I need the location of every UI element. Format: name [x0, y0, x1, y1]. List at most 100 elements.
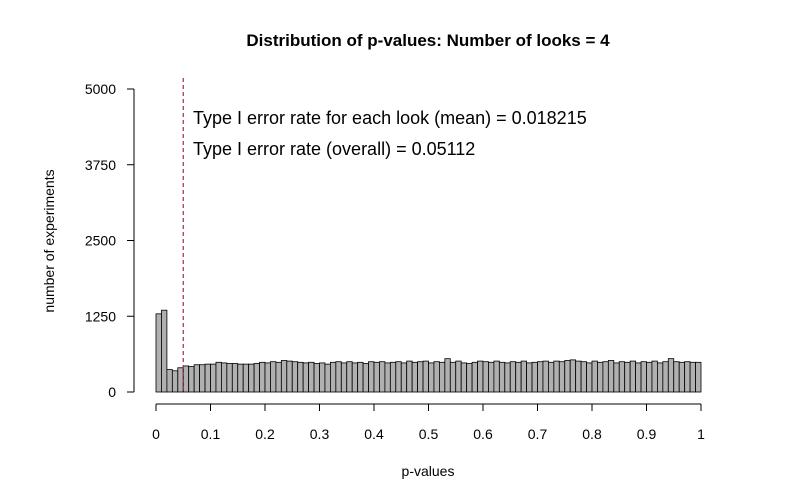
histogram-bar — [537, 361, 544, 393]
histogram-bar — [548, 361, 555, 393]
histogram-bar — [678, 361, 686, 393]
x-tick-label: 0.3 — [310, 426, 330, 442]
histogram-bar — [607, 360, 615, 393]
histogram-bar — [346, 361, 353, 393]
x-tick-label: 0.8 — [582, 426, 602, 442]
histogram-bar — [199, 364, 206, 393]
histogram-bar — [657, 362, 664, 393]
y-tick-label: 5000 — [85, 81, 116, 97]
histogram-bar — [526, 362, 533, 393]
histogram-bar — [558, 361, 566, 393]
x-tick-label: 1 — [697, 426, 705, 442]
histogram-bar — [651, 360, 658, 393]
histogram-bar — [248, 363, 255, 393]
histogram-bar — [308, 361, 315, 393]
histogram-bar — [177, 367, 184, 393]
histogram-bar — [220, 362, 228, 393]
y-tick-label: 1250 — [85, 308, 116, 324]
histogram-bar — [417, 361, 424, 393]
histogram-bar — [624, 361, 631, 393]
x-tick-label: 0.7 — [528, 426, 548, 442]
histogram-bar — [400, 362, 408, 393]
histogram-bar — [580, 361, 587, 393]
histogram-bar — [586, 362, 593, 393]
histogram-bar — [231, 363, 239, 393]
x-tick-label: 0.4 — [364, 426, 384, 442]
histogram-bar — [618, 361, 626, 393]
y-axis-label: number of experiments — [41, 169, 57, 312]
x-tick-label: 0.9 — [637, 426, 657, 442]
histogram-bar — [368, 361, 375, 393]
x-tick-label: 0.1 — [201, 426, 221, 442]
histogram-bar — [433, 361, 440, 393]
histogram-bar — [324, 363, 331, 393]
histogram-bar — [444, 358, 451, 393]
histogram-bar — [406, 360, 413, 393]
histogram-bar — [564, 360, 571, 393]
x-axis-label: p-values — [402, 463, 455, 479]
histogram-bar — [275, 361, 282, 393]
histogram-bar — [488, 361, 495, 393]
histogram-bar — [253, 363, 260, 393]
histogram-bar — [466, 363, 473, 393]
histogram-bar — [591, 360, 598, 393]
x-tick-label: 0.2 — [255, 426, 275, 442]
histogram-bar — [193, 364, 200, 393]
histogram-bar — [204, 363, 211, 393]
histogram-bar — [602, 361, 609, 393]
histogram-bar — [509, 361, 517, 393]
histogram-bar — [689, 361, 696, 393]
histogram-bar — [384, 362, 391, 393]
histogram-bar — [695, 361, 702, 393]
histogram-bar — [613, 362, 620, 393]
histogram-bar — [161, 309, 168, 393]
histogram-bar — [280, 360, 288, 393]
histogram-bar — [155, 313, 162, 393]
histogram-bar — [449, 361, 457, 393]
histogram-bar — [553, 360, 560, 393]
histogram-bar — [646, 361, 653, 393]
histogram-bar — [351, 362, 359, 393]
histogram-bar — [259, 361, 266, 393]
histogram-bar — [569, 359, 577, 393]
histogram-bar — [389, 361, 397, 393]
histogram-bar — [438, 361, 446, 393]
histogram-bar — [515, 361, 522, 393]
histogram-bar — [542, 360, 549, 393]
histogram-bar — [575, 360, 582, 393]
histogram-bar — [411, 361, 418, 393]
histogram-bar — [373, 361, 380, 393]
histogram-bar — [302, 362, 309, 393]
histogram-bar — [329, 361, 337, 393]
histogram-bar — [422, 360, 429, 393]
histogram-bar — [482, 361, 489, 393]
histogram-bar — [210, 363, 217, 393]
histogram-bar — [319, 362, 326, 393]
histogram-bar — [597, 361, 604, 393]
y-tick-label: 0 — [108, 384, 116, 400]
y-axis-ticks: 0 1250 2500 3750 5000 — [85, 81, 134, 400]
histogram-bars — [155, 309, 702, 393]
x-tick-label: 0 — [152, 426, 160, 442]
histogram-bar — [237, 363, 244, 393]
histogram-bar — [635, 362, 642, 393]
histogram-bar — [291, 361, 299, 393]
histogram-bar — [455, 360, 462, 393]
histogram-bar — [640, 361, 647, 393]
histogram-bar — [460, 362, 468, 393]
histogram-bar — [242, 363, 250, 393]
x-tick-label: 0.5 — [419, 426, 439, 442]
x-tick-label: 0.6 — [473, 426, 493, 442]
histogram-bar — [264, 362, 271, 393]
histogram-bar — [215, 361, 222, 393]
histogram-bar — [471, 361, 478, 393]
histogram-bar — [182, 365, 190, 393]
annotation-mean-error-rate: Type I error rate for each look (mean) =… — [193, 108, 587, 128]
histogram-bar — [395, 361, 402, 393]
histogram-bar — [531, 361, 538, 393]
histogram-bar — [188, 366, 195, 393]
histogram-bar — [477, 360, 484, 393]
histogram-bar — [667, 358, 675, 393]
histogram-bar — [662, 361, 669, 393]
